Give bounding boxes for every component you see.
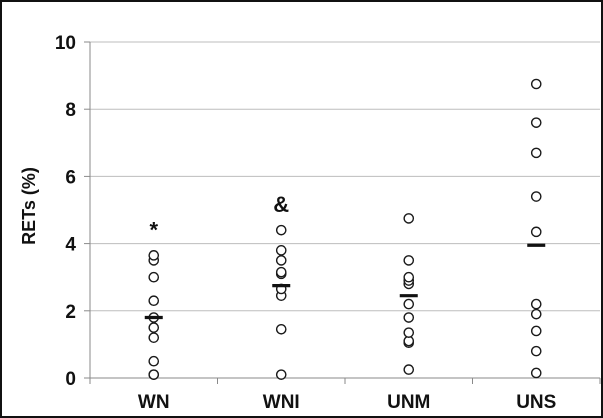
annotation-wn: *	[149, 217, 158, 242]
significance-annotations: *&	[149, 192, 289, 242]
y-tick-label-8: 8	[65, 100, 76, 121]
y-tick-label-4: 4	[65, 235, 76, 256]
point-wn-3	[148, 332, 160, 343]
point-uns-6	[530, 191, 542, 202]
point-wn-9	[148, 250, 160, 261]
point-wn-2	[148, 355, 160, 367]
point-unm-5	[403, 298, 415, 310]
point-unm-9	[403, 255, 415, 266]
axes	[84, 41, 601, 384]
x-tick-label-wni: WNI	[263, 392, 300, 413]
point-wni-8	[275, 224, 287, 236]
data-points	[148, 78, 542, 380]
point-uns-7	[530, 147, 542, 159]
point-unm-4	[403, 312, 415, 323]
point-wn-1	[148, 369, 160, 380]
y-tick-label-6: 6	[65, 167, 76, 188]
point-unm-3	[403, 327, 415, 338]
point-unm-8	[403, 271, 415, 283]
point-uns-9	[530, 78, 542, 90]
x-tick-label-uns: UNS	[516, 392, 556, 413]
point-wni-1	[275, 323, 287, 335]
x-tick-labels: WN WNI UNM UNS	[138, 392, 556, 413]
point-uns-3	[530, 308, 542, 320]
point-uns-5	[530, 226, 542, 238]
point-wn-7	[148, 271, 160, 283]
point-wn-6	[148, 295, 160, 307]
point-uns-0	[530, 367, 542, 379]
y-tick-labels: 0 2 4 6 8 10	[55, 33, 77, 390]
point-wni-6	[275, 255, 287, 266]
y-tick-label-10: 10	[55, 33, 76, 54]
mean-markers	[144, 243, 546, 320]
y-axis-title: RETs (%)	[19, 167, 39, 245]
x-tick-label-unm: UNM	[387, 392, 430, 413]
point-wni-5	[275, 266, 287, 278]
point-unm-10	[403, 213, 415, 224]
point-uns-4	[530, 298, 542, 310]
x-tick-label-wn: WN	[138, 392, 170, 413]
y-tick-label-0: 0	[65, 369, 76, 390]
gridlines	[90, 41, 600, 379]
point-uns-2	[530, 325, 542, 337]
point-wni-7	[275, 245, 287, 256]
point-wn-4	[148, 322, 160, 333]
annotation-wni: &	[273, 192, 289, 217]
point-uns-8	[530, 117, 542, 128]
point-wni-0	[275, 369, 287, 380]
y-tick-label-2: 2	[65, 302, 76, 323]
point-unm-0	[403, 364, 415, 375]
point-uns-1	[530, 345, 542, 357]
